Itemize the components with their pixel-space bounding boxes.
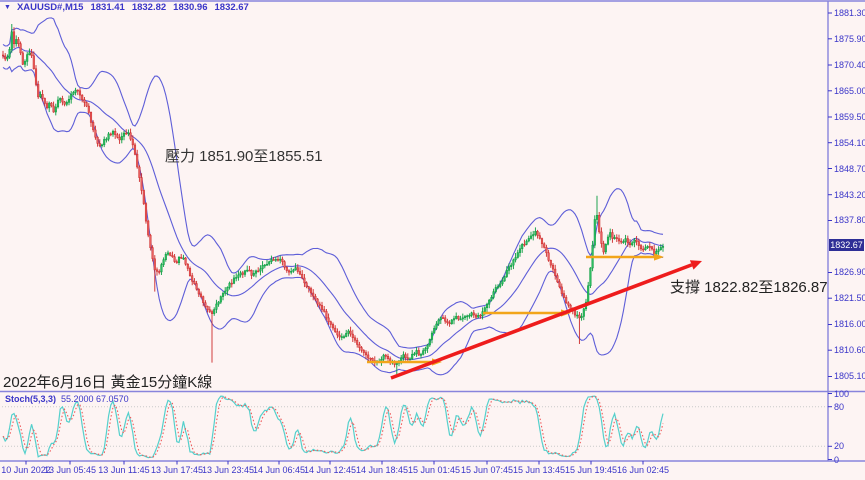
date-caption-annotation[interactable]: 2022年6月16日 黃金15分鐘K線 [3,374,213,391]
time-axis-label: 15 Jun 01:45 [407,465,461,475]
trend-arrow[interactable] [390,260,702,380]
stoch-axis-label: 20 [834,441,845,452]
candles [2,24,665,375]
stoch-d-line [2,395,664,458]
price-axis-label: 1843.20 [834,189,865,200]
stoch-axis-label: 100 [834,388,850,399]
stochastic-name: Stoch(5,3,3) [5,394,57,404]
axis-ticks [25,12,832,465]
stoch-axis-label: 0 [834,454,840,465]
title-close: 1832.67 [214,2,249,13]
resistance-annotation[interactable]: 壓力 1851.90至1855.51 [165,148,323,165]
time-axis-label: 15 Jun 19:45 [564,465,618,475]
price-axis-label: 1805.10 [834,371,865,382]
time-axis-label: 15 Jun 13:45 [512,465,566,475]
symbol-dropdown-icon[interactable]: ▼ [4,4,11,11]
current-price-flag: 1832.67 [829,239,864,251]
time-axis-label: 15 Jun 07:45 [460,465,514,475]
bollinger-bands [2,17,664,376]
price-axis-label: 1821.50 [834,293,865,304]
chart-frame [0,0,865,462]
chart-title-bar: ▼ XAUUSD#,M15 1831.41 1832.82 1830.96 18… [4,2,249,13]
title-low: 1830.96 [173,2,208,13]
price-axis-label: 1816.00 [834,319,865,330]
title-high: 1832.82 [131,2,167,13]
price-axis-label: 1870.40 [834,59,865,70]
support-level-arrow[interactable] [586,253,664,261]
stoch-axis-label: 80 [834,401,845,412]
time-axis-label: 10 Jun 2022 [1,465,51,475]
time-axis-label: 13 Jun 23:45 [201,465,255,475]
price-axis-label: 1837.80 [834,215,865,226]
title-symbol-period: XAUUSD#,M15 [16,2,84,13]
time-axis-label: 14 Jun 06:45 [252,465,306,475]
price-axis-label: 1810.60 [834,345,865,356]
price-axis-label: 1881.30 [834,8,865,18]
time-axis-label: 14 Jun 12:45 [303,465,357,475]
stochastic-plot [2,395,664,459]
title-open: 1831.41 [90,2,125,13]
price-axis-label: 1848.70 [834,163,865,174]
price-axis-label: 1875.90 [834,33,865,44]
time-axis-label: 13 Jun 05:45 [43,465,97,475]
stoch-k-line [2,395,664,459]
time-axis-label: 13 Jun 11:45 [98,465,150,475]
price-axis-label: 1826.90 [834,267,865,278]
time-axis-label: 14 Jun 18:45 [355,465,409,475]
stochastic-values: 55.2000 67.0570 [61,394,129,404]
stochastic-indicator-label: Stoch(5,3,3) 55.2000 67.0570 [5,394,129,404]
support-annotation[interactable]: 支撐 1822.82至1826.87 [670,279,828,296]
price-axis-label: 1854.10 [834,137,865,148]
price-axis-label: 1865.00 [834,85,865,96]
time-axis-label: 16 Jun 02:45 [616,465,670,475]
price-axis-label: 1859.50 [834,111,865,122]
time-axis-label: 13 Jun 17:45 [150,465,204,475]
